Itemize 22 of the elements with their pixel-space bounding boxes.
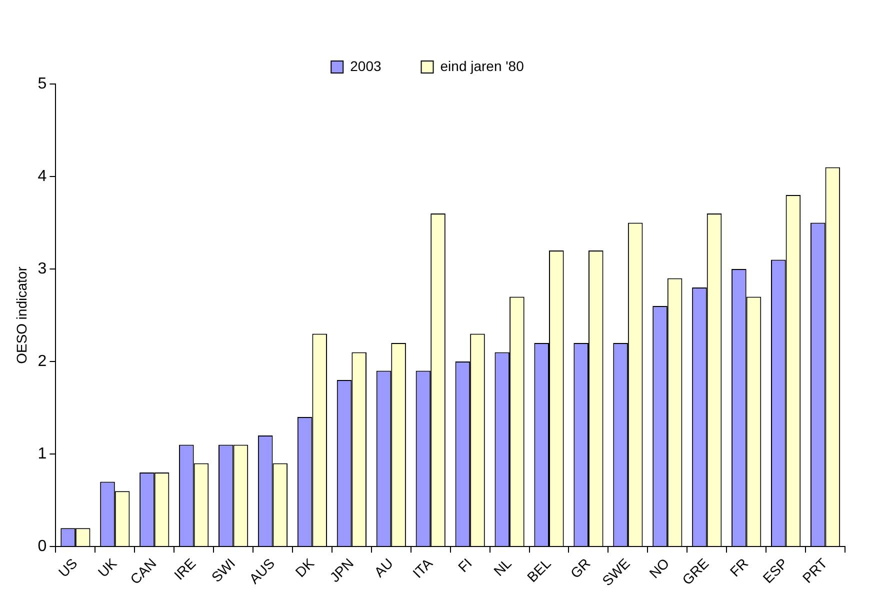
x-tick-label: ITA bbox=[409, 554, 436, 582]
legend-label: 2003 bbox=[350, 58, 382, 74]
x-tick-label: DK bbox=[292, 554, 318, 580]
y-tick-label: 1 bbox=[38, 445, 47, 462]
x-tick-label: GR bbox=[567, 555, 594, 582]
x-tick-label: IRE bbox=[170, 555, 199, 583]
x-tick-label: NL bbox=[490, 554, 515, 580]
y-axis-title: OESO indicator bbox=[13, 266, 30, 364]
x-tick-label: FR bbox=[726, 555, 752, 580]
y-tick-label: 4 bbox=[38, 168, 47, 185]
x-tick-label: UK bbox=[94, 554, 120, 580]
y-tick-label: 3 bbox=[38, 260, 47, 278]
x-tick-label: US bbox=[55, 555, 80, 580]
x-tick-label: BEL bbox=[524, 554, 554, 586]
x-tick-label: FI bbox=[454, 555, 475, 576]
x-tick-label: NO bbox=[646, 554, 672, 582]
y-tick-label: 2 bbox=[38, 352, 47, 370]
x-tick-label: AU bbox=[370, 555, 396, 580]
y-tick-label: 0 bbox=[38, 538, 47, 555]
legend-label: eind jaren '80 bbox=[440, 58, 524, 74]
y-tick-label: 5 bbox=[38, 75, 47, 92]
x-tick-label: SWI bbox=[208, 555, 238, 586]
